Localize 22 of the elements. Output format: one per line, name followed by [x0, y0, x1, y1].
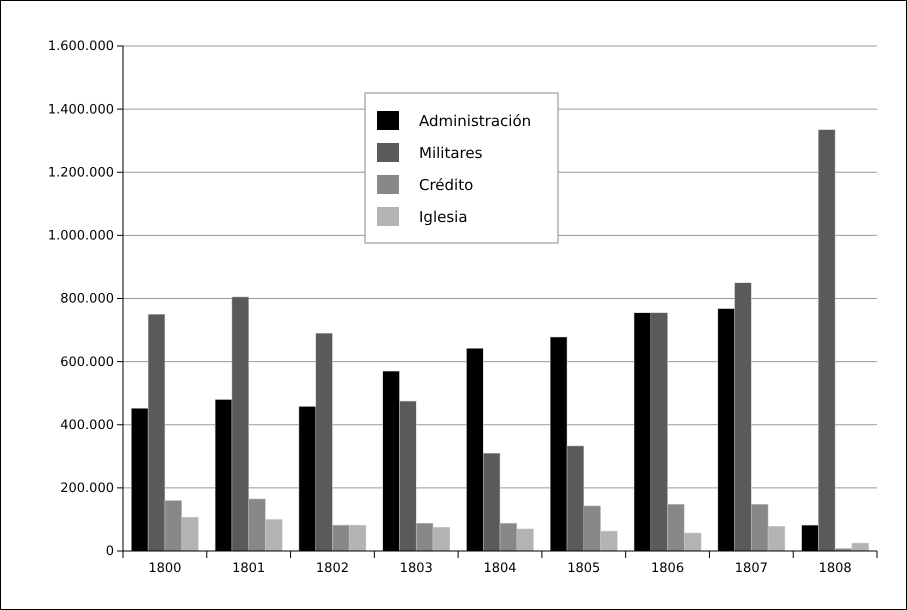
y-tick-label: 1.600.000 — [48, 39, 114, 54]
y-tick-label: 1.000.000 — [48, 228, 114, 244]
y-tick-label: 0 — [106, 544, 114, 560]
legend-label: Administración — [419, 112, 532, 130]
y-tick-label: 600.000 — [60, 354, 114, 370]
y-tick-label: 400.000 — [60, 418, 114, 433]
x-tick-label: 1806 — [651, 561, 684, 576]
y-tick-label: 1.200.000 — [48, 165, 114, 180]
legend-label: Militares — [419, 144, 483, 162]
x-tick-label: 1802 — [316, 561, 349, 576]
x-tick-label: 1803 — [400, 561, 433, 576]
x-tick-label: 1800 — [148, 561, 182, 576]
x-tick-label: 1804 — [483, 561, 517, 576]
x-tick-label: 1805 — [567, 561, 600, 576]
x-tick-label: 1808 — [818, 561, 852, 576]
legend-label: Iglesia — [419, 208, 468, 226]
legend-label: Crédito — [419, 176, 474, 194]
x-tick-label: 1801 — [232, 561, 266, 576]
y-tick-label: 200.000 — [60, 481, 114, 496]
y-tick-label: 800.000 — [60, 292, 114, 307]
y-tick-label: 1.400.000 — [48, 102, 114, 118]
x-tick-label: 1807 — [734, 561, 768, 576]
